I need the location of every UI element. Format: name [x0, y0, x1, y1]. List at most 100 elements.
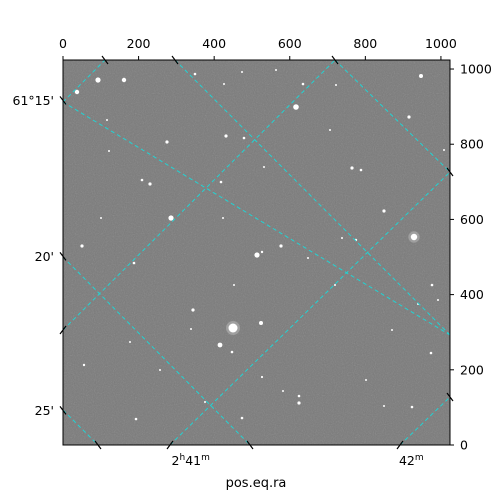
right-tick-label: 400	[460, 287, 484, 302]
star	[329, 129, 331, 131]
bottom-grid-tick	[166, 440, 174, 450]
star	[233, 284, 235, 286]
star	[132, 261, 136, 265]
star	[224, 134, 228, 138]
star	[383, 405, 385, 407]
star	[259, 321, 263, 325]
star	[230, 350, 234, 354]
star	[121, 77, 127, 83]
grid-line	[63, 60, 336, 331]
star	[222, 217, 224, 219]
star	[391, 329, 393, 331]
star	[191, 308, 195, 312]
star	[382, 209, 386, 213]
right-tick-label: 0	[460, 438, 468, 453]
star	[307, 257, 309, 259]
right-tick-label: 200	[460, 362, 484, 377]
top-grid-tick	[171, 55, 179, 65]
star	[263, 166, 265, 168]
left-tick-label: 61°15'	[13, 93, 55, 108]
left-tick-label: 25'	[35, 403, 54, 418]
left-tick-mark	[59, 251, 67, 261]
left-tick-mark	[59, 96, 67, 105]
grid-line	[399, 396, 450, 445]
star	[140, 178, 144, 182]
bottom-tick-label: 42m​	[399, 453, 424, 468]
star	[297, 401, 301, 405]
star	[429, 351, 433, 355]
top-tick-label: 600	[278, 36, 302, 51]
left-tick-label: 20'	[35, 249, 54, 264]
top-axis: 0 200 400 600 800 1000	[59, 36, 457, 65]
star	[275, 69, 277, 71]
star	[437, 299, 439, 301]
star	[74, 89, 80, 95]
star	[260, 250, 264, 254]
star	[334, 284, 336, 286]
star	[228, 323, 238, 333]
star	[430, 283, 434, 287]
star	[100, 217, 102, 219]
right-axis: 0 200 400 600 800 1000	[446, 62, 492, 453]
star	[193, 72, 197, 76]
star	[168, 215, 174, 221]
star	[165, 140, 169, 144]
star	[190, 328, 192, 330]
star	[129, 341, 131, 343]
top-tick-label: 400	[202, 36, 226, 51]
star	[279, 244, 283, 248]
star	[242, 136, 246, 140]
star	[241, 71, 243, 73]
top-tick-label: 0	[59, 36, 67, 51]
grid-line	[63, 409, 99, 445]
star	[254, 252, 260, 258]
grid-line	[169, 171, 450, 445]
right-tick-label: 800	[460, 137, 484, 152]
star	[410, 405, 414, 409]
star	[134, 417, 138, 421]
left-tick-mark	[59, 405, 67, 415]
bottom-grid-tick	[396, 440, 404, 450]
star	[350, 166, 354, 170]
star	[106, 119, 108, 121]
plot-frame	[62, 59, 451, 446]
left-grid-tick	[59, 325, 67, 335]
star	[204, 401, 206, 403]
coordinate-grid	[63, 60, 450, 445]
star	[240, 416, 244, 420]
star	[80, 244, 84, 248]
star	[297, 394, 301, 398]
star	[282, 390, 284, 392]
top-tick-label: 800	[353, 36, 377, 51]
star	[108, 150, 110, 152]
bottom-axis: 2h​41m​ 42m​	[94, 440, 424, 468]
star	[410, 233, 418, 241]
star	[293, 104, 299, 110]
star	[419, 74, 423, 78]
star	[217, 342, 223, 348]
star	[95, 77, 101, 83]
top-tick-label: 1000	[425, 36, 457, 51]
right-tick-label: 1000	[460, 62, 492, 77]
star	[260, 375, 264, 379]
star	[219, 180, 223, 184]
star	[341, 237, 343, 239]
bottom-tick-label: 2h​41m​	[172, 453, 210, 468]
star	[365, 379, 367, 381]
stars-layer	[74, 69, 445, 421]
grid-line	[63, 256, 251, 445]
star	[301, 82, 305, 86]
star	[159, 369, 161, 371]
star	[359, 168, 363, 172]
grid-line	[63, 101, 450, 336]
star	[223, 83, 225, 85]
bottom-grid-tick	[246, 440, 254, 450]
top-grid-tick	[101, 55, 109, 65]
top-tick-label: 200	[127, 36, 151, 51]
star	[148, 182, 152, 186]
x-axis-title: pos.eq.ra	[226, 476, 287, 491]
left-axis: 61°15' 20' 25'	[13, 93, 67, 418]
right-tick-label: 600	[460, 212, 484, 227]
bottom-grid-tick	[94, 440, 102, 450]
